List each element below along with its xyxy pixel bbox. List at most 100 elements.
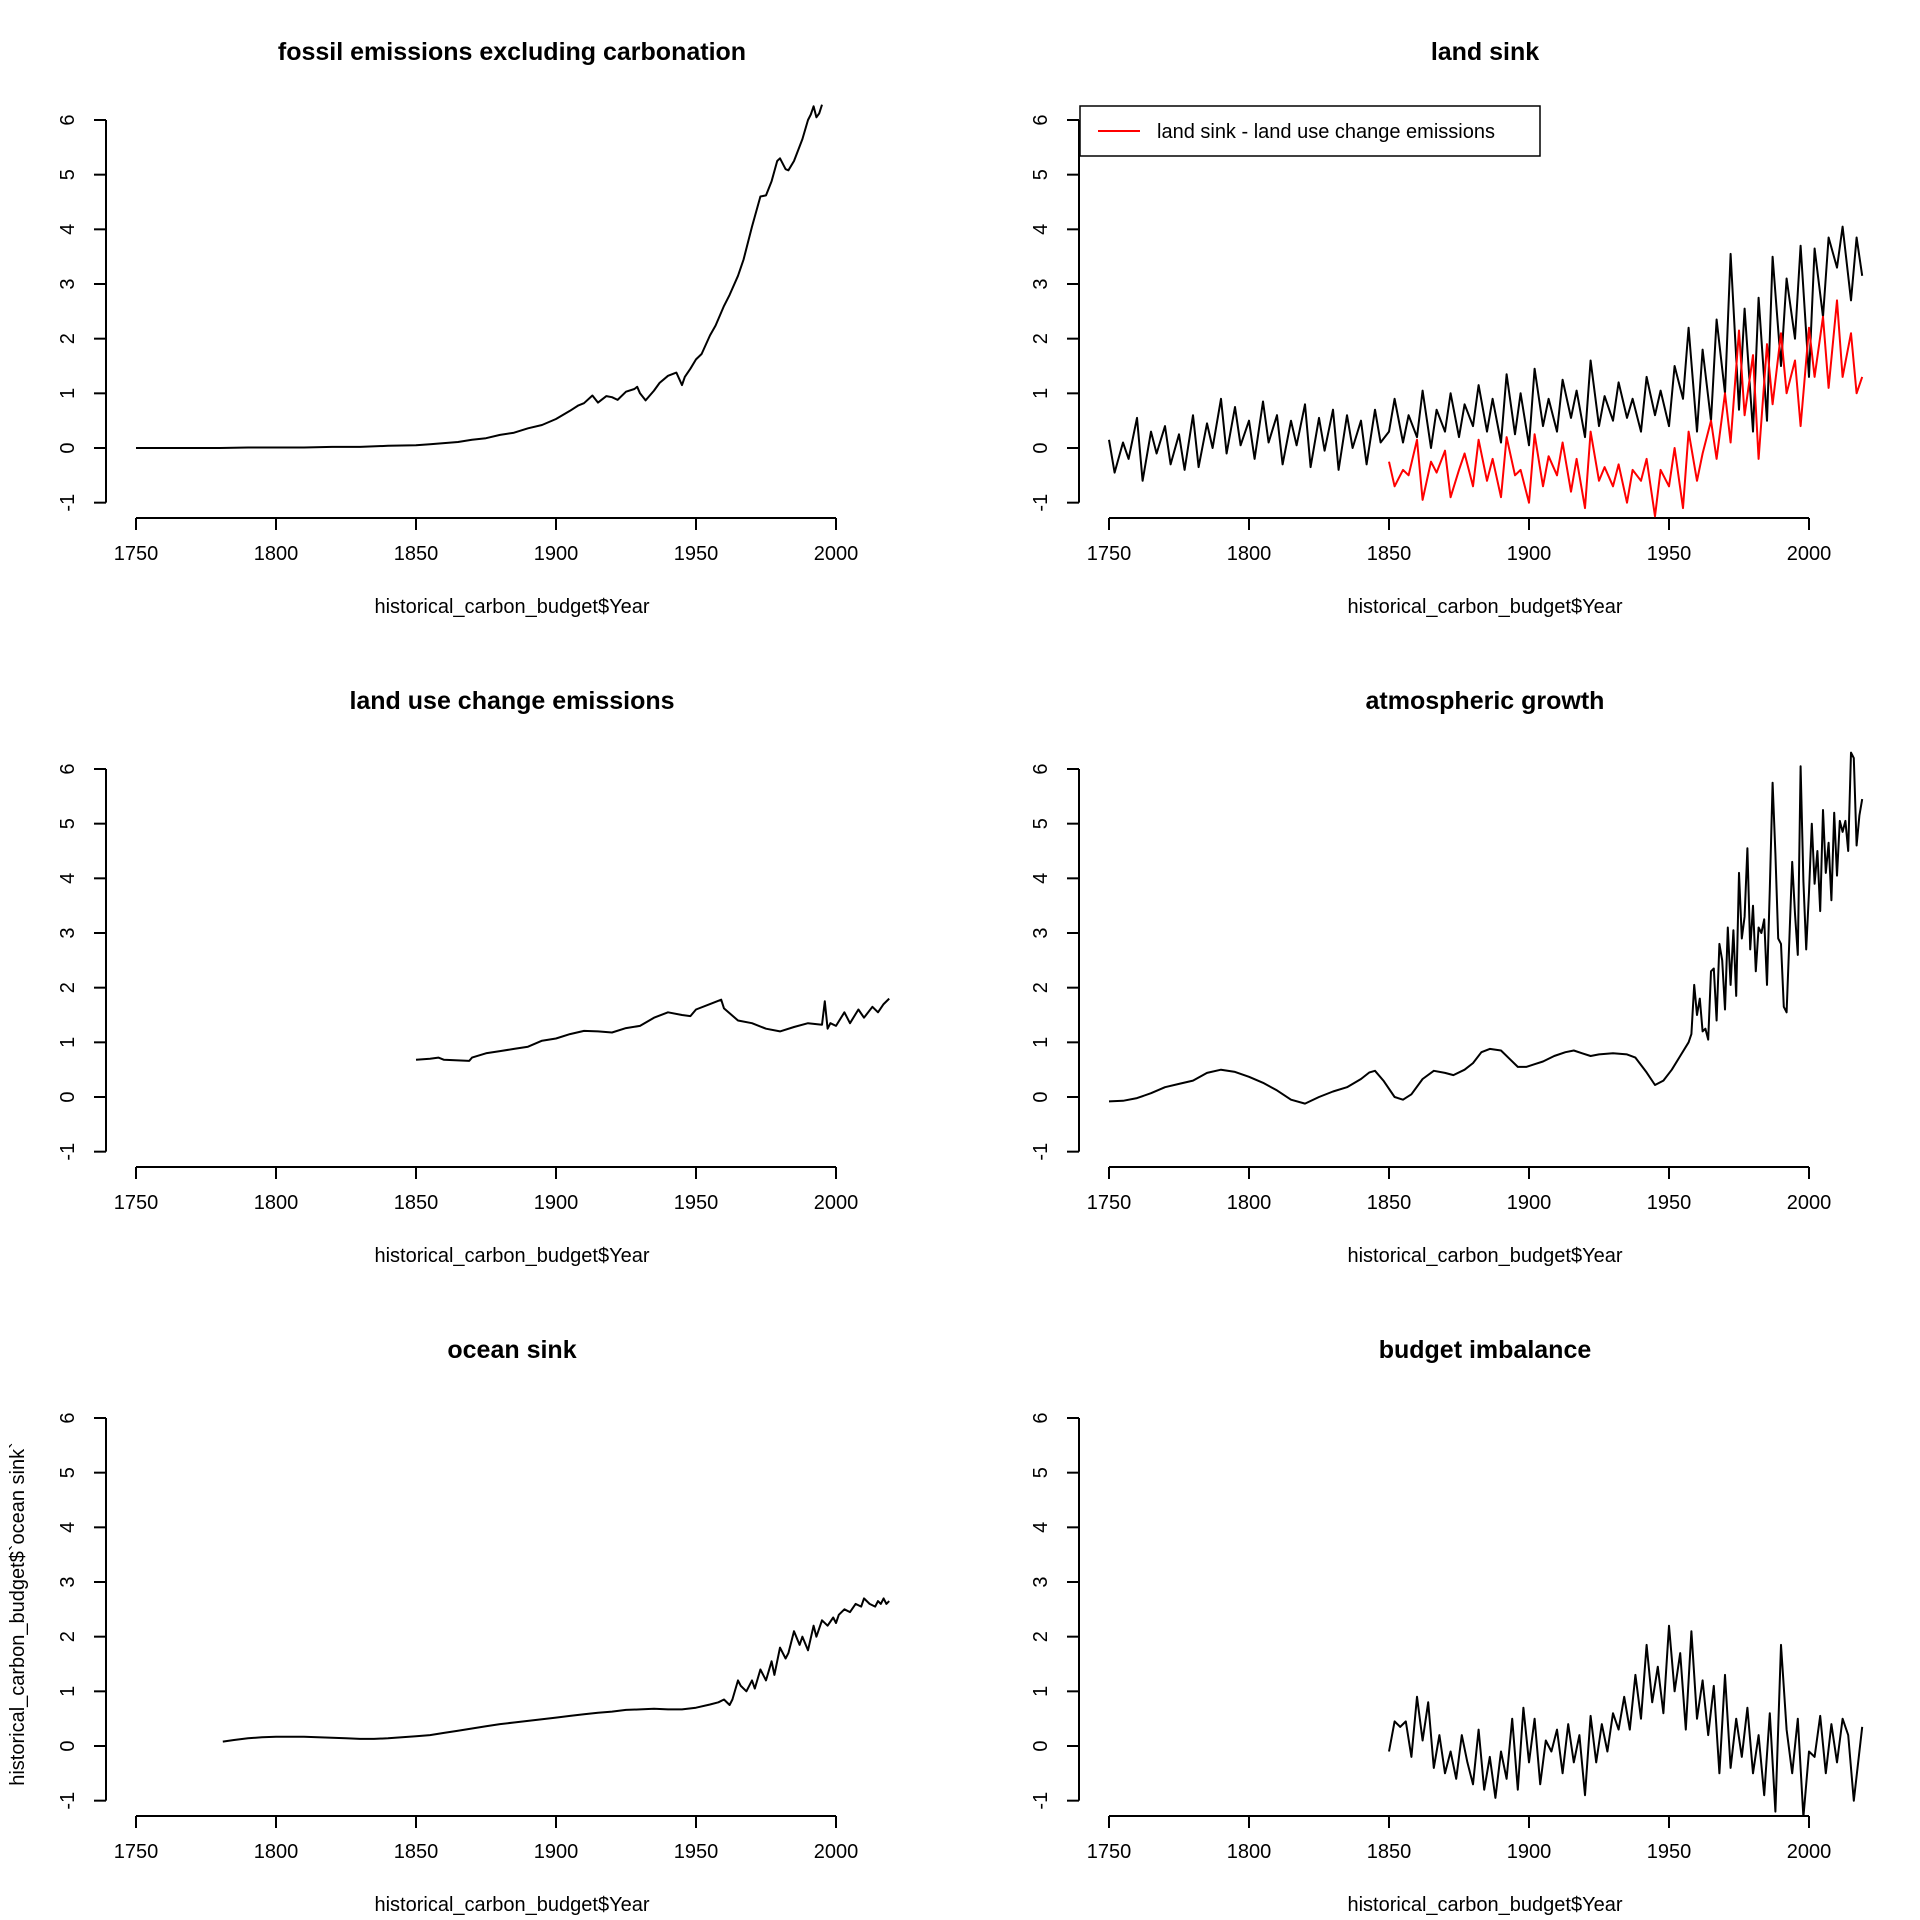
y-tick-label: 3 [57,1576,79,1587]
panel-3-title: land use change emissions [349,687,674,715]
y-tick-label: 6 [1030,763,1052,774]
y-tick-label: 4 [1030,1522,1052,1533]
y-tick-label: 4 [1030,873,1052,884]
panel-4-title: atmospheric growth [1366,687,1605,715]
x-tick-label: 1900 [534,1192,579,1214]
panel-1-series-1-line [136,104,823,449]
panel-6-plot: 1750 1800 1850 1900 1950 2000 -1 0 1 2 3 4 5 6 [1030,1412,1864,1863]
y-tick-label: 1 [57,1686,79,1697]
panel-2-plot: 1750 1800 1850 1900 1950 2000 -1 0 1 2 3 4 5 6 [1030,114,1864,565]
panel-2-xlabel: historical_carbon_budget$Year [1347,596,1622,618]
x-tick-label: 2000 [1787,1841,1832,1863]
x-tick-label: 1750 [1087,543,1132,565]
x-tick-label: 2000 [814,1841,859,1863]
panel-3-xlabel: historical_carbon_budget$Year [374,1245,649,1267]
y-tick-label: 3 [57,278,79,289]
y-tick-label: -1 [57,1792,79,1810]
y-tick-label: -1 [57,494,79,512]
x-tick-label: 1800 [1227,543,1272,565]
x-tick-label: 1850 [394,1192,439,1214]
y-tick-label: 6 [1030,1412,1052,1423]
y-tick-label: 5 [57,169,79,180]
panel-5-series-1-line [222,1597,890,1743]
x-tick-label: 1750 [1087,1192,1132,1214]
x-tick-label: 1950 [674,543,719,565]
x-tick-label: 1950 [674,1192,719,1214]
y-tick-label: 5 [57,818,79,829]
y-tick-label: 3 [1030,1576,1052,1587]
x-tick-label: 1800 [1227,1841,1272,1863]
panel-1-plot: 1750 1800 1850 1900 1950 2000 -1 0 1 2 3 4 5 6 [57,104,859,565]
x-tick-label: 1800 [254,543,299,565]
y-tick-label: 0 [1030,1740,1052,1751]
panel-6-title: budget imbalance [1379,1336,1592,1364]
panel-2-series-2-line [1388,299,1864,518]
x-tick-label: 1950 [674,1841,719,1863]
panel-6-series-1-line [1388,1624,1864,1816]
x-tick-label: 1850 [1367,1192,1412,1214]
y-tick-label: 0 [1030,1091,1052,1102]
x-tick-label: 1900 [534,543,579,565]
panel-2-title: land sink [1431,38,1539,66]
y-tick-label: 4 [1030,224,1052,235]
panel-1-xlabel: historical_carbon_budget$Year [374,596,649,618]
y-tick-label: 0 [1030,442,1052,453]
x-tick-label: 1900 [534,1841,579,1863]
y-tick-label: -1 [57,1143,79,1161]
legend-label: land sink - land use change emissions [1157,121,1495,143]
y-tick-label: -1 [1030,1792,1052,1810]
y-tick-label: 0 [57,1740,79,1751]
y-tick-label: 5 [57,1467,79,1478]
panel-1-title: fossil emissions excluding carbonation [278,38,746,66]
y-tick-label: 5 [1030,818,1052,829]
x-tick-label: 1950 [1647,1841,1692,1863]
y-tick-label: 1 [57,1037,79,1048]
x-tick-label: 2000 [814,1192,859,1214]
y-tick-label: 5 [1030,1467,1052,1478]
panel-4-series-1-line [1108,751,1864,1105]
x-tick-label: 1850 [394,543,439,565]
y-tick-label: 2 [1030,333,1052,344]
y-tick-label: 2 [1030,1631,1052,1642]
panel-4-xlabel: historical_carbon_budget$Year [1347,1245,1622,1267]
y-tick-label: -1 [1030,494,1052,512]
x-tick-label: 2000 [1787,543,1832,565]
panel-4-plot: 1750 1800 1850 1900 1950 2000 -1 0 1 2 3 4 5 6 [1030,751,1864,1214]
x-tick-label: 1850 [1367,1841,1412,1863]
x-tick-label: 1850 [1367,543,1412,565]
x-tick-label: 1750 [1087,1841,1132,1863]
panel-6-xlabel: historical_carbon_budget$Year [1347,1894,1622,1916]
y-tick-label: 6 [57,763,79,774]
y-tick-label: 0 [57,1091,79,1102]
y-tick-label: 4 [57,873,79,884]
panel-3-series-1-line [415,997,890,1062]
x-tick-label: 2000 [1787,1192,1832,1214]
y-tick-label: 5 [1030,169,1052,180]
y-tick-label: 2 [57,333,79,344]
legend-box [1079,105,1541,157]
x-tick-label: 1750 [114,1192,159,1214]
y-tick-label: 3 [1030,927,1052,938]
y-tick-label: 2 [57,982,79,993]
x-tick-label: 1800 [254,1192,299,1214]
x-tick-label: 1750 [114,543,159,565]
panel-3-plot: 1750 1800 1850 1900 1950 2000 -1 0 1 2 3 4 5 6 [57,763,890,1214]
y-tick-label: 1 [1030,388,1052,399]
panel-2-series-1-line [1108,225,1864,482]
panel-5-plot: 1750 1800 1850 1900 1950 2000 -1 0 1 2 3 4 5 6 [57,1412,890,1863]
x-tick-label: 2000 [814,543,859,565]
panel-5-ylabel: historical_carbon_budget$`ocean sink` [7,1442,29,1786]
x-tick-label: 1900 [1507,1841,1552,1863]
y-tick-label: -1 [1030,1143,1052,1161]
y-tick-label: 6 [57,114,79,125]
y-tick-label: 3 [1030,278,1052,289]
y-tick-label: 4 [57,1522,79,1533]
x-tick-label: 1900 [1507,543,1552,565]
y-tick-label: 2 [1030,982,1052,993]
y-tick-label: 6 [57,1412,79,1423]
panel-5-xlabel: historical_carbon_budget$Year [374,1894,649,1916]
y-tick-label: 4 [57,224,79,235]
y-tick-label: 1 [57,388,79,399]
